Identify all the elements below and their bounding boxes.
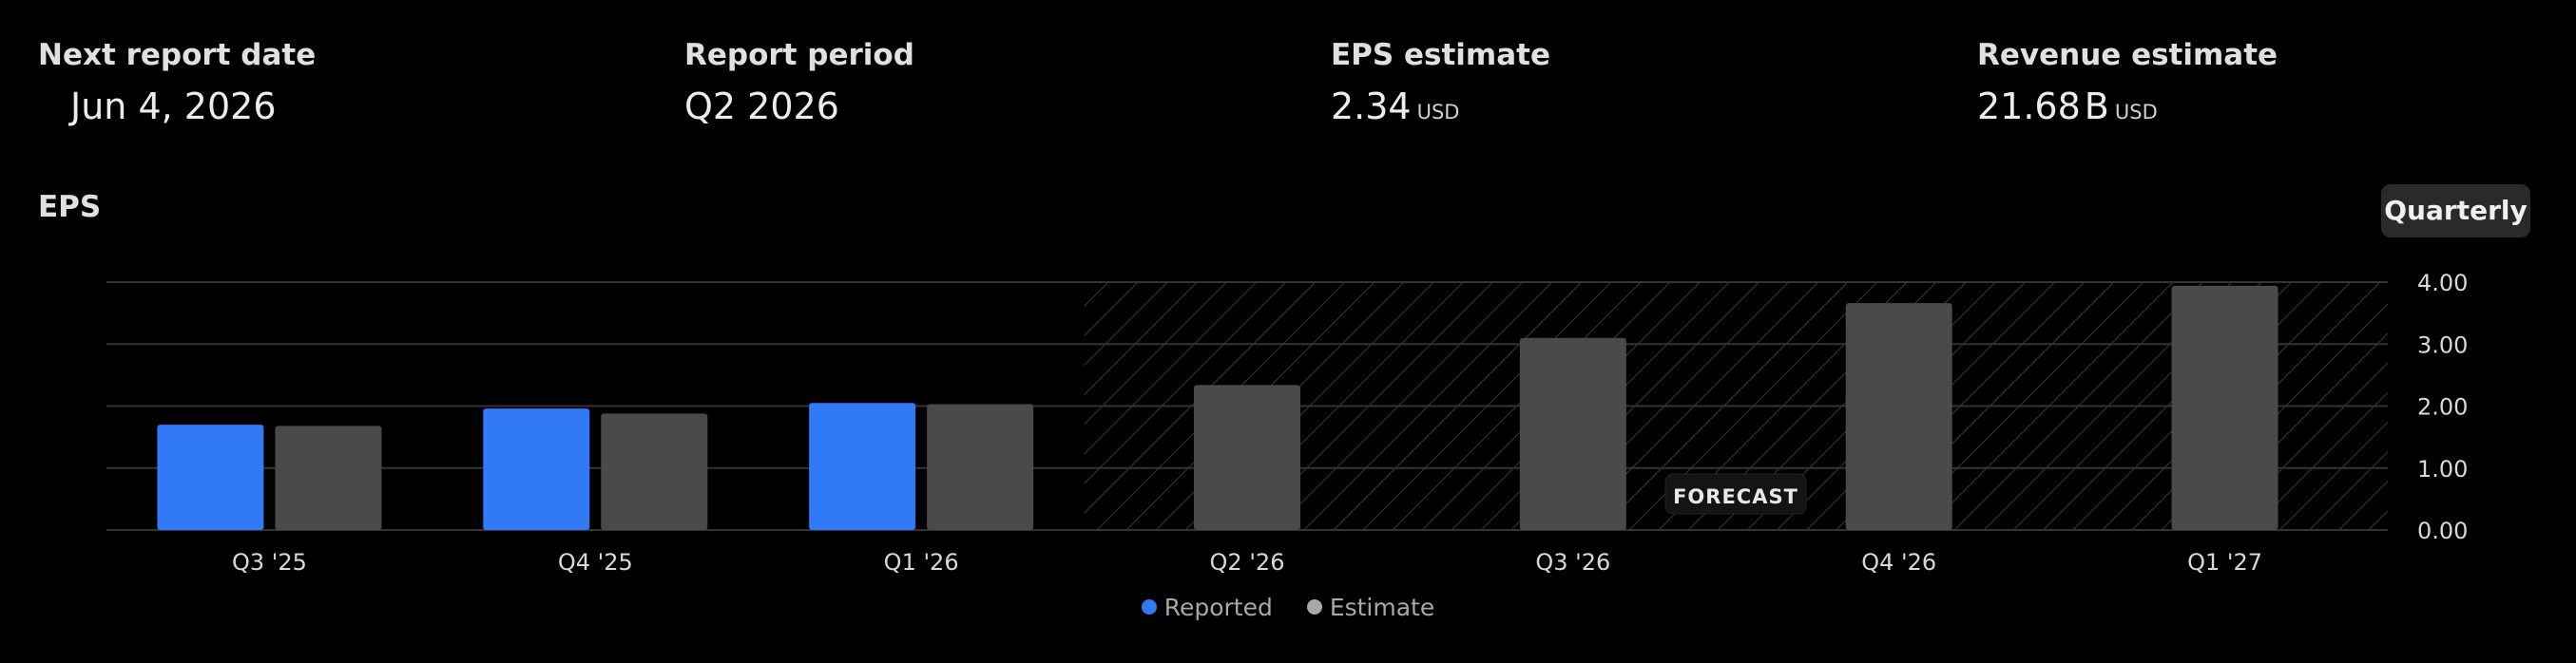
- stat-label: Next report date: [38, 38, 317, 72]
- stat-label: Revenue estimate: [1977, 38, 2278, 72]
- legend-label: Reported: [1163, 593, 1273, 621]
- stat-unit: USD: [1416, 101, 1460, 123]
- bar-estimate: [1845, 303, 1952, 530]
- chart-title: EPS: [38, 190, 102, 224]
- x-tick-label: Q2 '26: [1210, 549, 1285, 576]
- stat-value: Q2 2026: [684, 85, 839, 127]
- legend-item-reported[interactable]: Reported: [1141, 593, 1273, 621]
- y-tick-label: 4.00: [2417, 270, 2468, 296]
- x-tick-label: Q4 '25: [558, 549, 633, 576]
- x-tick-label: Q4 '26: [1861, 549, 1936, 576]
- bar-reported: [157, 425, 264, 530]
- bar-estimate: [275, 426, 382, 530]
- bar-reported: [809, 403, 916, 530]
- estimate-dot-icon: [1306, 599, 1322, 615]
- x-tick-label: Q1 '27: [2187, 549, 2262, 576]
- forecast-label: FORECAST: [1673, 485, 1798, 508]
- earnings-summary: Next report date Jun 4, 2026 Report peri…: [0, 0, 2576, 152]
- y-tick-label: 1.00: [2417, 456, 2468, 483]
- report-period: Report period Q2 2026: [684, 38, 914, 127]
- stat-value-wrap: 2.34 USD: [1331, 85, 1550, 127]
- stat-unit: USD: [2114, 101, 2158, 123]
- stat-suffix: B: [2084, 85, 2109, 127]
- legend-item-estimate[interactable]: Estimate: [1306, 593, 1435, 621]
- stat-label: EPS estimate: [1331, 38, 1551, 72]
- stat-value: 2.34: [1331, 85, 1412, 127]
- x-tick-label: Q3 '25: [232, 549, 307, 576]
- bar-estimate: [2171, 285, 2278, 530]
- legend-label: Estimate: [1329, 593, 1435, 621]
- reported-dot-icon: [1141, 599, 1157, 615]
- quarterly-toggle-button[interactable]: Quarterly: [2381, 184, 2530, 237]
- bar-estimate: [601, 413, 708, 530]
- chart-legend: Reported Estimate: [0, 593, 2576, 621]
- stat-value: 21.68: [1977, 85, 2081, 127]
- x-tick-label: Q1 '26: [884, 549, 959, 576]
- bar-reported: [483, 408, 590, 530]
- revenue-estimate: Revenue estimate 21.68 B USD: [1977, 38, 2278, 127]
- bar-estimate: [927, 404, 1034, 530]
- y-tick-label: 3.00: [2417, 332, 2468, 358]
- eps-bar-chart: 0.00 1.00 2.00 3.00 4.00 Q3 '25 Q4 '25 Q1 '26 Q2…: [106, 270, 2468, 576]
- y-tick-label: 0.00: [2417, 518, 2468, 544]
- bar-estimate: [1194, 385, 1300, 530]
- eps-estimate: EPS estimate 2.34 USD: [1331, 38, 1550, 127]
- next-report-date: Next report date Jun 4, 2026: [38, 38, 316, 127]
- y-tick-label: 2.00: [2417, 394, 2468, 421]
- stat-value-wrap: 21.68 B USD: [1977, 85, 2278, 127]
- stat-label: Report period: [684, 38, 914, 72]
- x-tick-label: Q3 '26: [1535, 549, 1610, 576]
- forecast-badge: [1664, 473, 1807, 515]
- stat-value: Jun 4, 2026: [70, 85, 277, 127]
- bar-estimate: [1519, 337, 1626, 530]
